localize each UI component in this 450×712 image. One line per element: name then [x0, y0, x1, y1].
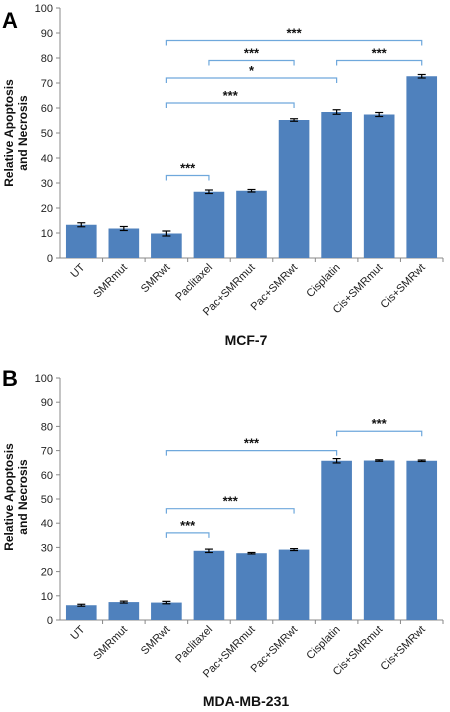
panel-label-b: B — [2, 366, 18, 391]
significance-bracket — [165, 532, 210, 538]
y-tick-label: 50 — [41, 128, 53, 140]
significance-bracket — [336, 59, 423, 66]
y-tick-label: 100 — [35, 3, 53, 15]
y-axis-label-a-line1: Relative Apoptosis — [2, 79, 16, 187]
significance-label: *** — [372, 46, 388, 61]
y-tick-label: 30 — [41, 542, 53, 554]
chart-title-b: MDA-MB-231 — [203, 693, 290, 709]
y-tick-label: 10 — [41, 591, 53, 603]
bar — [321, 460, 352, 620]
significance-label: *** — [244, 436, 260, 451]
significance-bracket — [165, 508, 295, 514]
bar — [193, 550, 225, 620]
bar — [108, 602, 140, 620]
significance-bracket — [208, 59, 295, 66]
chart-panel-a: A Relative Apoptosis and Necrosis MCF-7 … — [2, 3, 444, 348]
y-tick-label: 0 — [47, 615, 53, 627]
y-tick-label: 60 — [41, 470, 53, 482]
y-tick-label: 60 — [41, 103, 53, 115]
y-axis-label-b-line2: and Necrosis — [16, 459, 30, 535]
bar — [151, 602, 182, 620]
bar — [151, 233, 182, 258]
chart-panel-b: B Relative Apoptosis and Necrosis MDA-MB… — [2, 366, 444, 709]
chart-title-a: MCF-7 — [225, 332, 268, 348]
bar — [236, 190, 267, 258]
x-tick-label: SMRwt — [139, 262, 173, 296]
significance-label: * — [249, 63, 255, 78]
bar — [363, 114, 395, 258]
significance-bracket — [165, 39, 423, 46]
x-tick-label: Paclitaxel — [173, 262, 215, 304]
x-tick-label: Cis+SMRwt — [379, 262, 428, 311]
significance-bracket — [165, 77, 338, 83]
y-tick-label: 20 — [41, 567, 53, 579]
y-tick-label: 10 — [41, 228, 53, 240]
significance-bracket — [336, 430, 423, 437]
bar — [65, 605, 97, 620]
x-tick-label: SMRwt — [139, 624, 173, 658]
x-tick-label: Cis+SMRwt — [379, 624, 428, 673]
significance-label: *** — [223, 88, 239, 103]
x-tick-label: Paclitaxel — [173, 624, 215, 666]
panel-label-a: A — [2, 8, 18, 33]
significance-label: *** — [223, 494, 239, 509]
y-tick-label: 20 — [41, 203, 53, 215]
significance-label: *** — [244, 46, 260, 61]
bar — [108, 228, 140, 258]
x-tick-label: UT — [69, 623, 88, 642]
y-tick-label: 50 — [41, 494, 53, 506]
y-tick-label: 90 — [41, 397, 53, 409]
bar — [193, 191, 225, 258]
bar — [236, 553, 267, 620]
significance-label: *** — [180, 161, 196, 176]
bar — [406, 76, 438, 258]
y-tick-label: 80 — [41, 53, 53, 65]
significance-label: *** — [180, 518, 196, 533]
significance-bracket — [165, 102, 295, 108]
y-tick-label: 70 — [41, 78, 53, 90]
y-tick-label: 30 — [41, 178, 53, 190]
bar — [65, 224, 97, 258]
bar — [321, 112, 352, 258]
x-tick-label: Cisplatin — [304, 262, 342, 300]
y-tick-label: 80 — [41, 421, 53, 433]
bar — [363, 460, 395, 620]
y-tick-label: 0 — [47, 253, 53, 265]
y-tick-label: 100 — [35, 373, 53, 385]
significance-label: *** — [286, 26, 302, 41]
y-tick-label: 40 — [41, 518, 53, 530]
y-tick-label: 40 — [41, 153, 53, 165]
y-axis-label-b-line1: Relative Apoptosis — [2, 443, 16, 551]
significance-bracket — [165, 450, 338, 456]
significance-label: *** — [372, 416, 388, 431]
y-axis-label-a-line2: and Necrosis — [16, 95, 30, 171]
x-tick-label: SMRmut — [91, 624, 130, 663]
x-tick-label: Cisplatin — [304, 624, 342, 662]
significance-bracket — [165, 174, 210, 181]
y-tick-label: 90 — [41, 28, 53, 40]
x-tick-label: SMRmut — [91, 262, 130, 301]
y-tick-label: 70 — [41, 446, 53, 458]
bar — [278, 120, 310, 258]
x-tick-label: UT — [69, 261, 88, 280]
bar — [406, 460, 438, 620]
bar — [278, 549, 310, 620]
